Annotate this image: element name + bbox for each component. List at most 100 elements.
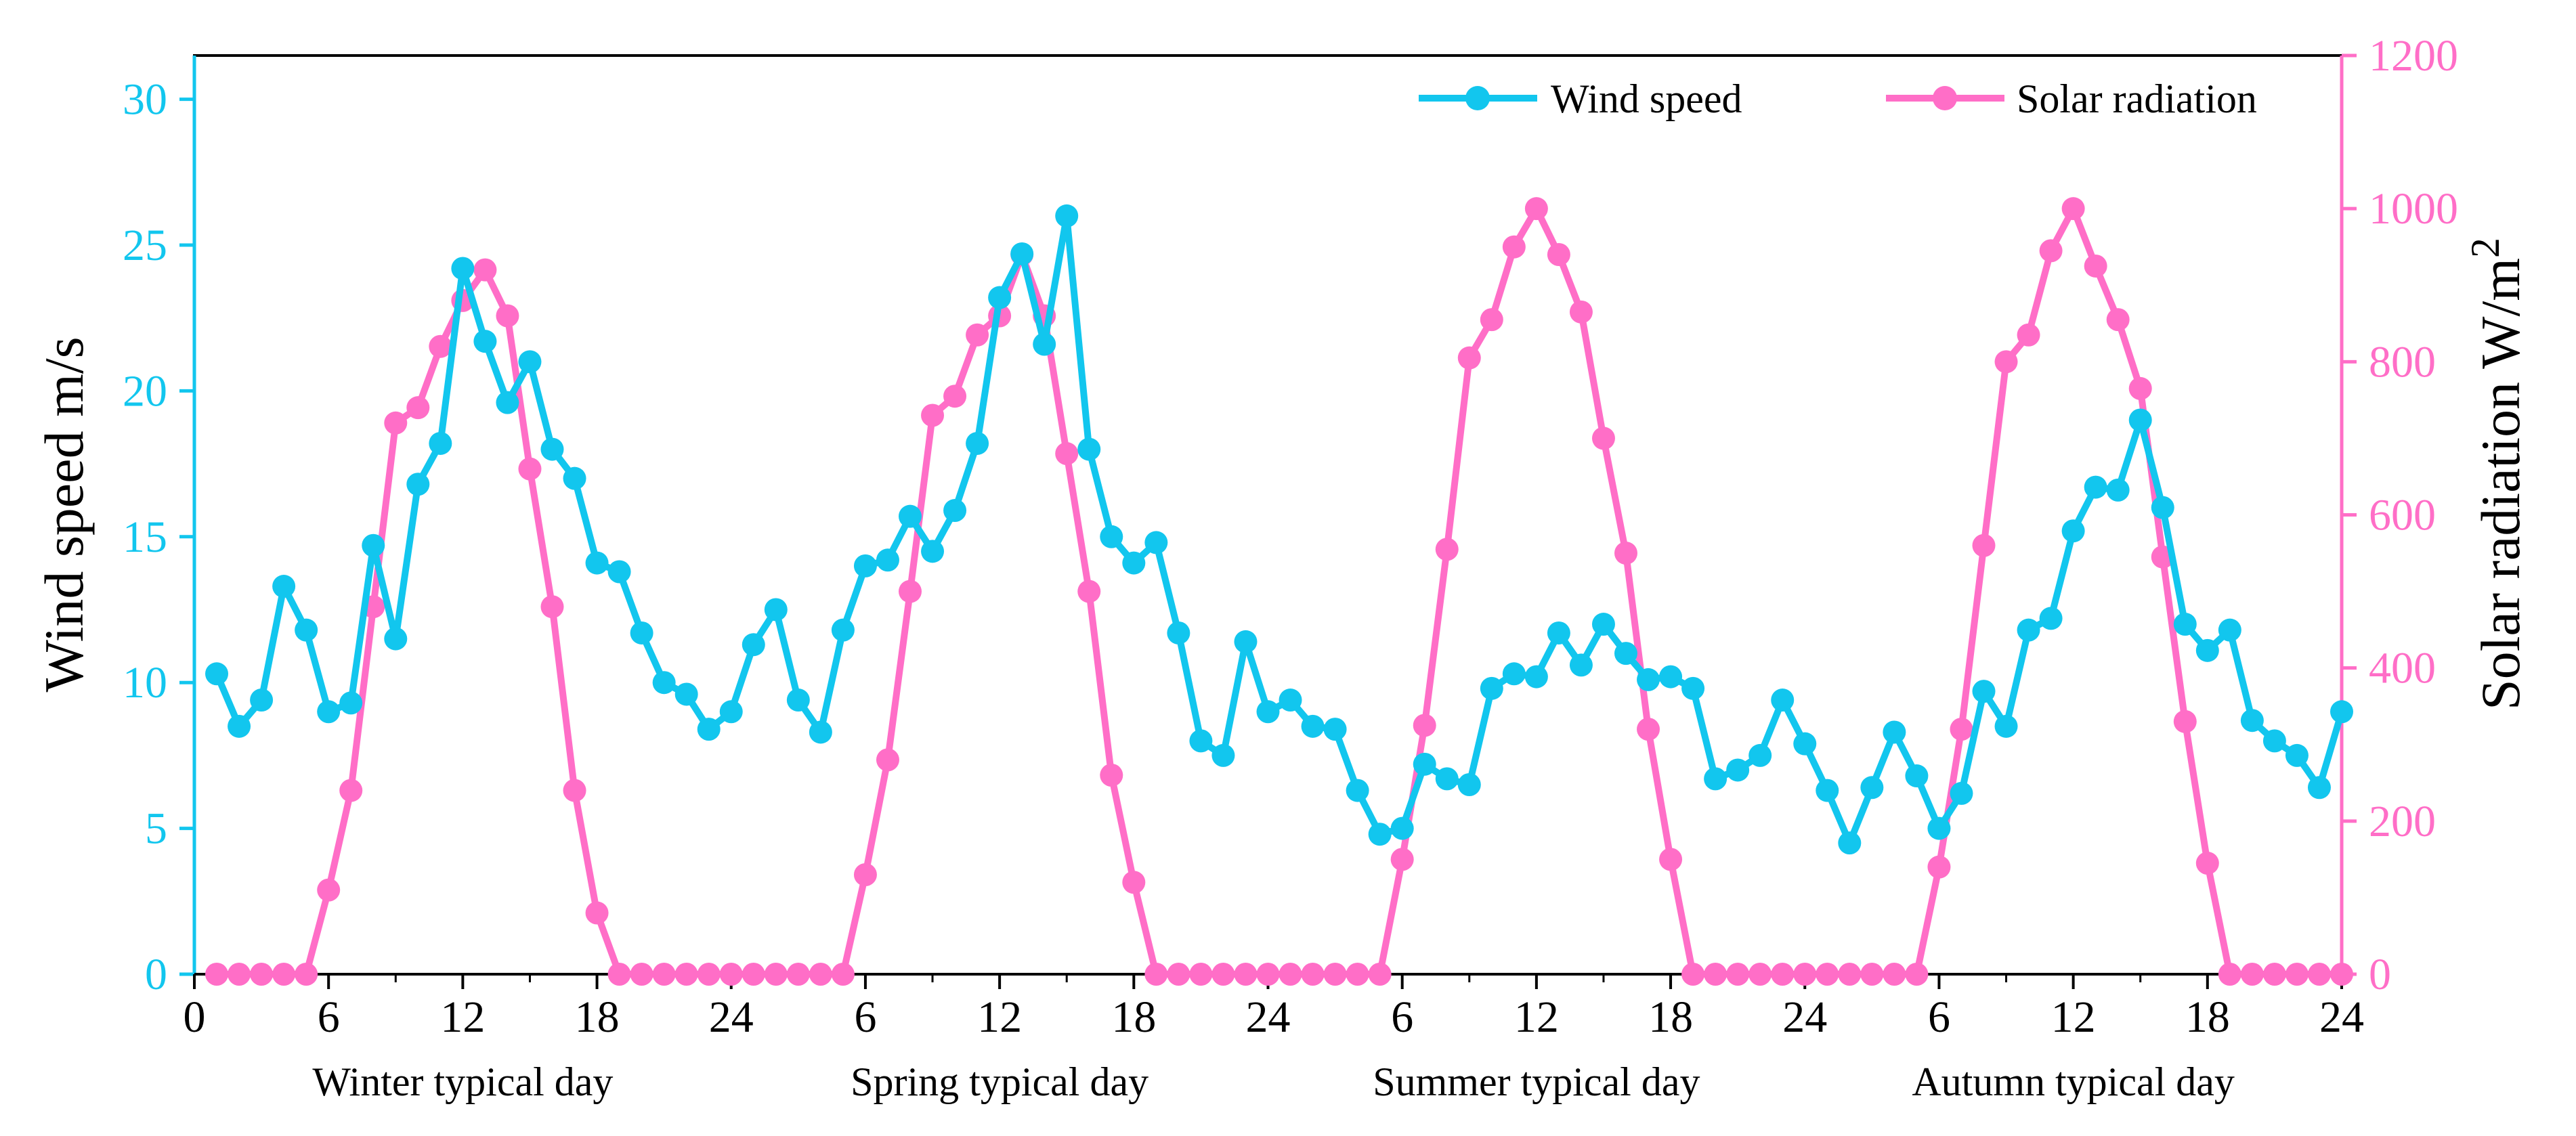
data-point xyxy=(1256,963,1280,986)
data-point xyxy=(2195,852,2219,875)
series-solar-radiation xyxy=(205,197,2353,986)
data-point xyxy=(1524,197,1548,221)
y-tick-label: 10 xyxy=(123,658,167,707)
data-point xyxy=(853,554,877,577)
data-point xyxy=(518,457,542,481)
data-point xyxy=(742,633,765,657)
data-point xyxy=(1994,350,2018,374)
plot-frame xyxy=(193,54,2343,976)
data-point xyxy=(2240,709,2264,733)
legend-label-solar: Solar radiation xyxy=(2017,77,2257,121)
data-point xyxy=(2128,408,2152,432)
data-point xyxy=(1591,613,1615,636)
data-point xyxy=(1637,718,1660,741)
data-point xyxy=(1883,720,1906,744)
x-tick-label: 24 xyxy=(1782,992,1827,1042)
data-point xyxy=(2195,638,2219,662)
legend: Wind speed Solar radiation xyxy=(1419,77,2257,121)
data-point xyxy=(1122,551,1146,575)
data-point xyxy=(719,700,743,724)
y-tick-label: 25 xyxy=(123,221,167,270)
data-point xyxy=(317,700,341,724)
data-point xyxy=(697,718,721,741)
data-point xyxy=(2106,478,2130,502)
data-point xyxy=(1905,963,1929,986)
data-point xyxy=(1816,963,1839,986)
data-point xyxy=(384,411,408,435)
data-point xyxy=(205,963,229,986)
data-point xyxy=(1279,963,1302,986)
data-point xyxy=(2061,519,2085,543)
data-point xyxy=(1256,700,1280,724)
data-point xyxy=(876,748,899,772)
data-point xyxy=(1234,630,1258,653)
data-point xyxy=(1435,538,1459,561)
series-line xyxy=(217,205,2342,978)
x-tick-label: 24 xyxy=(1246,992,1291,1042)
data-point xyxy=(2285,963,2309,986)
data-point xyxy=(1010,242,1034,265)
season-label: Summer typical day xyxy=(1373,1059,1700,1104)
data-point xyxy=(429,431,452,455)
y2-tick-label: 0 xyxy=(2369,950,2391,999)
x-tick-label: 18 xyxy=(1648,992,1693,1042)
data-point xyxy=(2218,618,2241,642)
data-point xyxy=(1950,781,1973,805)
data-point xyxy=(1771,963,1795,986)
data-point xyxy=(1390,816,1414,840)
data-point xyxy=(1323,718,1347,741)
data-point xyxy=(2307,963,2331,986)
data-point xyxy=(2307,776,2331,800)
data-point xyxy=(630,963,653,986)
data-point xyxy=(607,963,631,986)
data-point xyxy=(2084,254,2107,278)
data-point xyxy=(809,720,832,744)
y-tick-label: 15 xyxy=(123,512,167,562)
data-point xyxy=(786,963,810,986)
data-point xyxy=(899,580,922,603)
data-point xyxy=(1077,580,1101,603)
left-ticks: 0 5 10 15 20 25 30 xyxy=(123,75,194,999)
data-point xyxy=(1860,963,1884,986)
data-point xyxy=(2330,963,2353,986)
data-point xyxy=(1167,963,1190,986)
data-point xyxy=(540,437,564,461)
data-point xyxy=(2151,496,2174,519)
y-tick-label: 20 xyxy=(123,366,167,416)
data-point xyxy=(1480,308,1503,332)
data-point xyxy=(1547,243,1570,267)
data-point xyxy=(1569,653,1593,677)
data-point xyxy=(362,533,385,557)
data-point xyxy=(1704,767,1727,791)
data-point xyxy=(2128,376,2152,400)
data-point xyxy=(406,396,430,420)
data-point xyxy=(674,682,698,706)
data-point xyxy=(1748,963,1772,986)
data-point xyxy=(473,258,497,282)
data-point xyxy=(272,575,296,598)
data-point xyxy=(1211,743,1235,767)
data-point xyxy=(1211,963,1235,986)
data-point xyxy=(1189,963,1213,986)
data-point xyxy=(228,714,251,738)
data-point xyxy=(295,618,318,642)
season-labels: Winter typical day Spring typical day Summ… xyxy=(312,1059,2235,1104)
data-point xyxy=(1346,963,1369,986)
x-tick-label: 12 xyxy=(977,992,1022,1042)
data-point xyxy=(966,323,989,347)
data-point xyxy=(921,540,945,563)
data-point xyxy=(585,551,609,575)
data-point xyxy=(1502,235,1526,259)
data-point xyxy=(585,901,609,925)
data-point xyxy=(1346,779,1369,802)
data-point xyxy=(1368,823,1392,846)
series-wind-speed xyxy=(205,204,2353,855)
data-point xyxy=(1793,732,1817,756)
y-tick-label: 5 xyxy=(145,804,167,854)
x-tick-label: 12 xyxy=(440,992,485,1042)
y2-axis-title: Solar radiation W/m2 xyxy=(2463,238,2531,710)
data-point xyxy=(540,595,564,619)
x-tick-label: 6 xyxy=(854,992,876,1042)
legend-marker-wind xyxy=(1465,86,1490,110)
